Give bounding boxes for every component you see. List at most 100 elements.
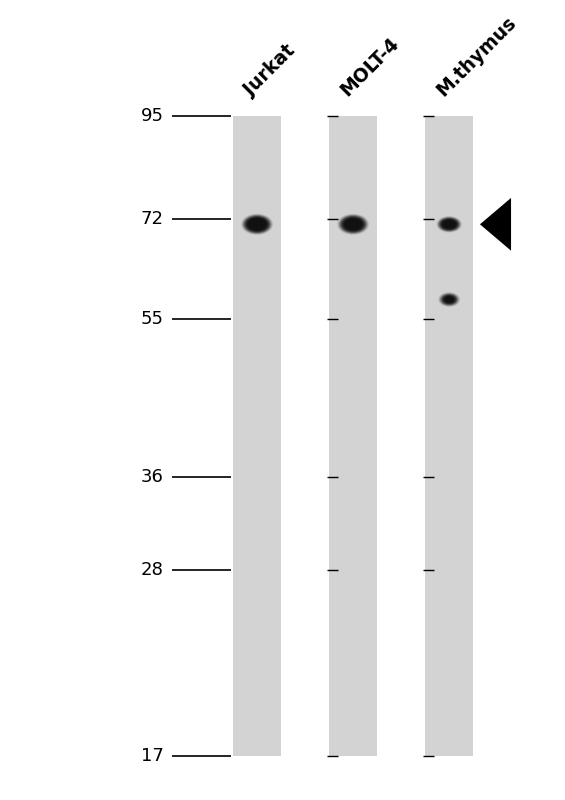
Ellipse shape — [438, 217, 460, 232]
Ellipse shape — [245, 217, 269, 232]
Ellipse shape — [340, 216, 366, 233]
Ellipse shape — [244, 216, 270, 233]
Ellipse shape — [440, 294, 458, 306]
Ellipse shape — [449, 224, 450, 225]
Ellipse shape — [440, 293, 459, 306]
Ellipse shape — [446, 222, 452, 226]
Ellipse shape — [255, 223, 259, 226]
Ellipse shape — [438, 218, 460, 231]
Ellipse shape — [437, 216, 462, 232]
Ellipse shape — [445, 297, 453, 302]
Ellipse shape — [447, 222, 451, 226]
Ellipse shape — [444, 221, 455, 228]
Ellipse shape — [442, 220, 457, 229]
Ellipse shape — [445, 222, 453, 227]
Ellipse shape — [346, 219, 360, 230]
Ellipse shape — [254, 222, 260, 226]
Text: 55: 55 — [141, 310, 164, 328]
Ellipse shape — [449, 299, 450, 300]
Ellipse shape — [444, 296, 455, 303]
Ellipse shape — [441, 219, 457, 230]
Ellipse shape — [347, 220, 359, 229]
Ellipse shape — [438, 217, 460, 231]
Ellipse shape — [344, 218, 363, 230]
Ellipse shape — [347, 220, 359, 228]
Ellipse shape — [340, 216, 366, 233]
Bar — [233, 116, 281, 756]
Text: Jurkat: Jurkat — [241, 42, 299, 100]
Ellipse shape — [447, 298, 451, 301]
Ellipse shape — [253, 222, 261, 227]
Bar — [425, 116, 473, 756]
Ellipse shape — [445, 222, 453, 226]
Ellipse shape — [445, 296, 454, 302]
Ellipse shape — [249, 218, 266, 230]
Ellipse shape — [241, 214, 273, 234]
Ellipse shape — [242, 214, 272, 234]
Ellipse shape — [250, 219, 264, 230]
Ellipse shape — [341, 217, 365, 232]
Ellipse shape — [443, 220, 455, 228]
Ellipse shape — [445, 222, 454, 227]
Ellipse shape — [443, 220, 455, 229]
Ellipse shape — [438, 218, 460, 231]
Ellipse shape — [251, 221, 263, 228]
Ellipse shape — [342, 218, 364, 231]
Ellipse shape — [447, 298, 451, 301]
Ellipse shape — [250, 220, 264, 229]
Ellipse shape — [446, 298, 452, 302]
Polygon shape — [480, 198, 511, 250]
Ellipse shape — [446, 222, 452, 226]
Ellipse shape — [441, 294, 457, 305]
Ellipse shape — [447, 223, 451, 226]
Ellipse shape — [350, 222, 357, 226]
Ellipse shape — [251, 220, 263, 229]
Text: 95: 95 — [141, 107, 164, 125]
Ellipse shape — [250, 219, 264, 229]
Ellipse shape — [445, 297, 453, 302]
Ellipse shape — [442, 295, 456, 304]
Ellipse shape — [341, 216, 366, 233]
Ellipse shape — [252, 221, 262, 228]
Ellipse shape — [346, 220, 360, 229]
Ellipse shape — [345, 218, 362, 230]
Ellipse shape — [256, 224, 258, 225]
Ellipse shape — [442, 295, 456, 304]
Ellipse shape — [440, 294, 458, 306]
Ellipse shape — [441, 219, 457, 230]
Ellipse shape — [340, 215, 367, 234]
Ellipse shape — [440, 218, 459, 230]
Ellipse shape — [437, 217, 461, 232]
Text: MOLT-4: MOLT-4 — [337, 34, 403, 100]
Ellipse shape — [440, 218, 459, 230]
Ellipse shape — [245, 216, 270, 233]
Ellipse shape — [244, 215, 271, 234]
Ellipse shape — [246, 218, 268, 231]
Ellipse shape — [442, 294, 457, 304]
Ellipse shape — [345, 219, 361, 230]
Ellipse shape — [243, 214, 271, 234]
Ellipse shape — [256, 223, 258, 225]
Ellipse shape — [448, 223, 450, 225]
Text: 28: 28 — [141, 562, 164, 579]
Ellipse shape — [349, 222, 358, 227]
Ellipse shape — [448, 224, 450, 225]
Ellipse shape — [349, 222, 358, 227]
Ellipse shape — [446, 298, 452, 302]
Ellipse shape — [338, 214, 368, 234]
Ellipse shape — [446, 297, 453, 302]
Ellipse shape — [446, 298, 453, 302]
Ellipse shape — [447, 298, 451, 301]
Ellipse shape — [346, 219, 360, 229]
Ellipse shape — [253, 222, 262, 227]
Ellipse shape — [247, 218, 267, 230]
Ellipse shape — [444, 221, 454, 228]
Ellipse shape — [343, 218, 363, 231]
Ellipse shape — [342, 217, 364, 231]
Text: M.thymus: M.thymus — [433, 13, 520, 100]
Ellipse shape — [447, 298, 451, 301]
Ellipse shape — [344, 218, 362, 230]
Ellipse shape — [248, 218, 266, 230]
Ellipse shape — [448, 299, 450, 300]
Ellipse shape — [441, 294, 458, 306]
